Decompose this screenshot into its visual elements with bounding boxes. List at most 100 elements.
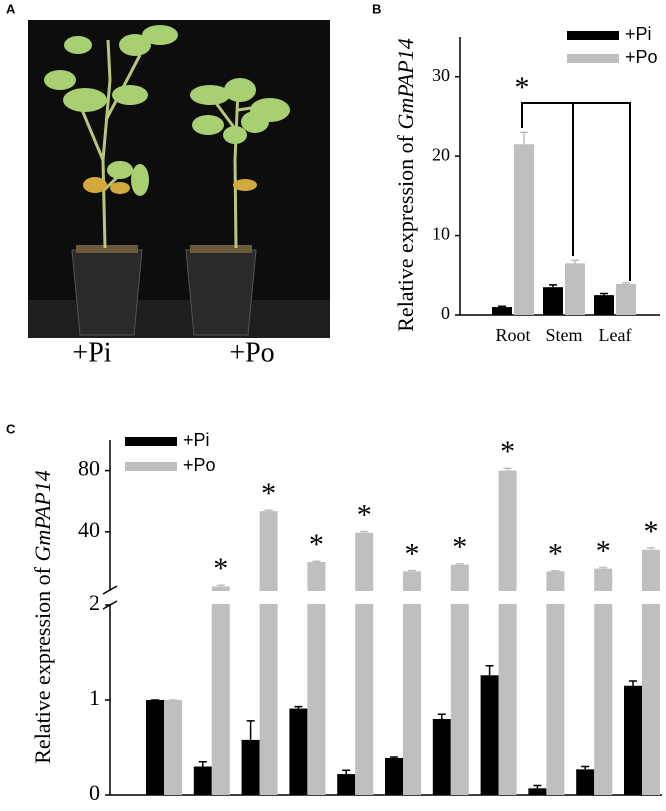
y-tick-label: 2 [89,590,100,615]
y-axis-label: Relative expression of GmPAP14 [393,38,418,332]
error-bar [533,784,542,789]
bar [492,307,512,315]
bar [450,564,469,795]
error-bar [622,282,630,285]
error-bar [629,680,637,686]
significance-mark: * [309,528,324,561]
legend-label: +Po [625,47,658,67]
bar [594,568,613,795]
error-bar [216,584,225,587]
error-bar [390,756,398,758]
significance-mark: * [452,531,467,564]
y-label-part: Relative expression of [393,130,418,332]
bar [355,532,374,795]
legend-label: +Pi [183,430,210,450]
error-bar [600,292,608,296]
x-tick-label: Root [495,325,530,345]
legend-label: +Po [183,455,216,475]
y-tick-label: 1 [89,685,100,710]
legend-swatch [567,54,619,63]
error-bar [437,713,446,719]
axis-break-mark [102,585,118,610]
legend-label: +Pi [625,24,652,44]
significance-mark: * [213,552,228,585]
bar [289,708,308,795]
photo [28,20,330,338]
x-tick-label: Stem [545,325,582,345]
bar [565,263,585,315]
y-tick-label: 80 [78,456,100,481]
bar [241,739,260,795]
bar [164,700,182,795]
photo-label: +Po [229,337,274,368]
error-bar [498,305,506,308]
error-bar [551,569,560,572]
error-bar [503,467,512,471]
legend-swatch [567,31,619,40]
y-tick-label: 0 [441,303,450,323]
bar [576,769,595,795]
significance-bracket [521,102,631,281]
bar [480,675,499,795]
significance-mark: * [261,477,276,510]
error-bar [520,131,528,145]
bar [642,549,660,795]
annotation: * [515,71,530,104]
x-tick-label: Leaf [599,325,632,345]
bar [337,774,356,795]
bar [432,719,451,795]
error-bar [647,547,655,550]
panel-label: A [6,1,16,16]
bar [546,571,565,795]
significance-mark: * [500,435,515,468]
error-bar [581,765,590,770]
error-bar [294,705,303,709]
bar [146,700,164,795]
bar [498,470,517,795]
bar [528,788,547,795]
legend-swatch [125,462,177,471]
bar [307,561,326,795]
significance-mark: * [357,498,372,531]
bar [514,144,534,315]
y-axis-label: Relative expression of GmPAP14 [30,470,55,764]
bar [616,284,636,315]
photo-label: +Pi [72,337,111,368]
legend-swatch [125,437,177,446]
significance-mark: * [596,534,611,567]
y-tick-label: 40 [78,517,100,542]
error-bar [571,259,579,264]
error-bar [455,563,464,565]
significance-mark: * [644,515,659,548]
y-tick-label: 20 [432,144,450,164]
y-tick-label: 0 [89,780,100,805]
bar [594,295,614,315]
error-bar [408,569,416,572]
bar [385,757,403,795]
bar [543,287,563,315]
bar [211,586,230,795]
bar [193,766,212,795]
axis-break [98,591,662,604]
bar [624,685,642,795]
error-bar [312,560,321,562]
y-label-part: Relative expression of [30,562,55,764]
error-bar [360,530,369,533]
y-tick-label: 10 [432,224,450,244]
error-bar [198,761,207,767]
error-bar [342,769,351,775]
significance-mark: * [548,538,563,571]
error-bar [246,720,255,740]
error-bar [264,509,273,512]
y-label-part: GmPAP14 [393,38,418,129]
error-bar [549,284,557,288]
bar [403,571,421,795]
y-label-part: GmPAP14 [30,470,55,561]
y-tick-label: 30 [432,65,450,85]
significance-mark: * [405,537,420,570]
error-bar [485,665,494,676]
error-bar [599,566,608,569]
panel-label: B [372,1,381,16]
bar [259,511,278,795]
